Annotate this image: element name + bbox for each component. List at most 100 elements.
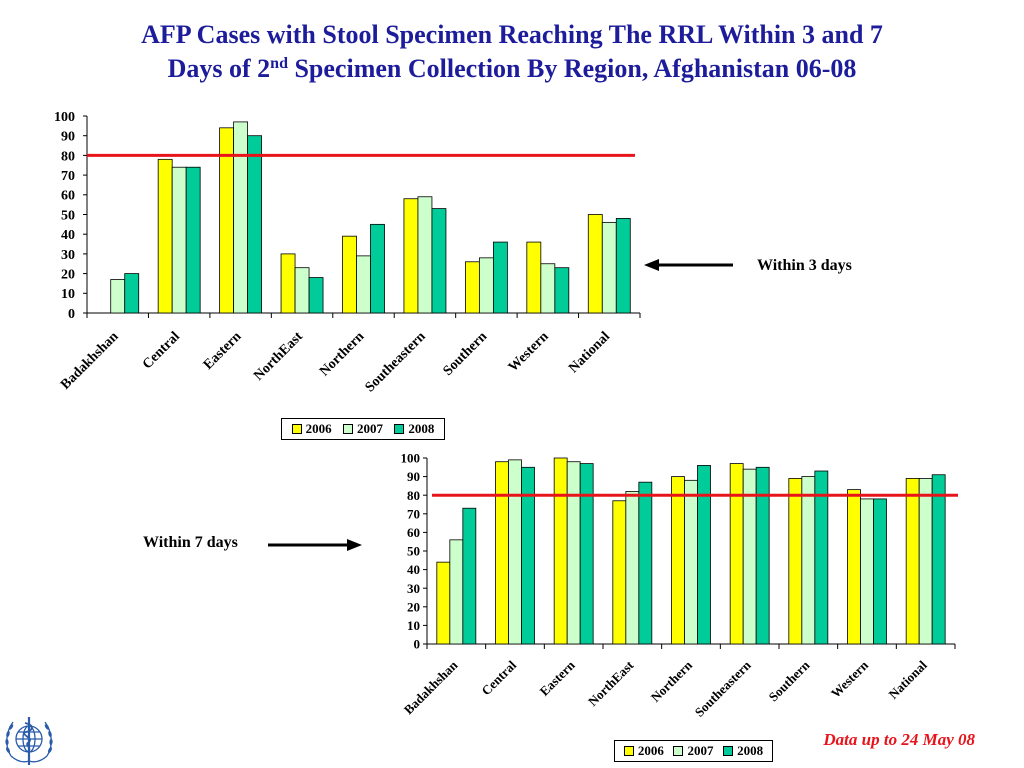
category-label-central: Central (478, 657, 519, 698)
bar-2007-badakhshan (449, 539, 464, 645)
legend-label: 2007 (687, 743, 714, 758)
who-emblem-icon (5, 717, 53, 765)
bar-2006-national (905, 478, 920, 645)
chart-within-3-days: 0 10 20 30 40 50 60 70 80 90 100 Badakhshan Central E… (54, 110, 641, 395)
bar-2008-central (521, 466, 535, 645)
legend-item-2007: 2007 (673, 743, 713, 759)
annotation-within-3-days: Within 3 days (757, 257, 852, 274)
bar-2007-northeast (294, 267, 310, 314)
slide-title: AFP Cases with Stool Specimen Reaching T… (0, 18, 1024, 86)
y-tick-label: 80 (61, 149, 75, 164)
y-tick-label: 20 (407, 599, 420, 614)
bar-2006-badakhshan (436, 561, 451, 645)
bar-2006-eastern (553, 457, 568, 645)
legend-swatch-2008 (394, 424, 405, 434)
y-tick-label: 50 (407, 544, 420, 559)
category-label-southern: Southern (766, 657, 813, 704)
category-label-southeastern: Southeastern (692, 657, 755, 720)
y-tick-label: 0 (68, 307, 75, 322)
y-tick-label: 20 (61, 268, 75, 283)
category-label-western: Western (506, 329, 552, 375)
category-label-northern: Northern (317, 329, 367, 379)
bar-2006-northern (671, 476, 685, 645)
legend-item-2006: 2006 (291, 421, 332, 437)
arrow-left-icon (644, 259, 733, 271)
legend-label: 2007 (356, 421, 383, 436)
y-tick-label: 60 (407, 525, 420, 540)
bar-2006-northeast (280, 253, 296, 314)
y-tick-label: 50 (61, 208, 75, 223)
bar-2006-northern (342, 235, 357, 314)
category-label-western: Western (828, 657, 872, 701)
category-label-northern: Northern (648, 657, 696, 705)
bar-2008-northern (697, 465, 711, 645)
y-tick-label: 100 (54, 110, 75, 125)
bar-2006-western (526, 241, 542, 314)
legend-swatch-2006 (623, 746, 634, 756)
bar-2007-southeastern (417, 196, 433, 314)
legend-swatch-2008 (723, 746, 734, 756)
category-label-eastern: Eastern (537, 657, 579, 699)
bar-2007-northeast (625, 491, 640, 645)
bar-2008-national (615, 218, 631, 314)
y-tick-label: 100 (401, 451, 421, 466)
title-line-2-start: Days of 2 (167, 54, 271, 83)
bar-2006-southern (464, 261, 480, 314)
y-tick-label: 40 (61, 228, 75, 243)
bar-2008-southeastern (755, 466, 770, 645)
bar-2008-western (873, 498, 887, 645)
bar-2006-western (847, 489, 861, 645)
bar-2008-southeastern (431, 208, 447, 314)
legend-swatch-2007 (673, 746, 684, 756)
bar-2006-southeastern (403, 198, 419, 314)
legend-swatch-2007 (342, 424, 353, 434)
bar-2007-central (171, 166, 187, 314)
y-tick-label: 30 (61, 248, 75, 263)
slide-title-line-1: AFP Cases with Stool Specimen Reaching T… (141, 20, 883, 49)
category-label-badakhshan: Badakhshan (401, 657, 461, 717)
bar-2008-badakhshan (462, 507, 477, 645)
bar-2006-national (587, 214, 603, 314)
bar-2006-southern (788, 478, 803, 645)
bar-2008-northeast (308, 277, 324, 314)
category-label-northeast: NorthEast (585, 657, 637, 709)
bar-2006-central (495, 461, 509, 645)
y-tick-label: 70 (407, 506, 420, 521)
bar-2007-eastern (233, 121, 249, 314)
title-superscript: nd (270, 55, 288, 72)
y-tick-label: 70 (61, 169, 75, 184)
footnote-data-date: Data up to 24 May 08 (823, 730, 975, 749)
category-label-badakhshan: Badakhshan (58, 329, 122, 393)
bar-2007-eastern (566, 461, 581, 645)
bar-2007-northern (684, 479, 698, 645)
category-label-northeast: NorthEast (251, 329, 306, 384)
y-tick-label: 90 (407, 469, 420, 484)
bar-2008-badakhshan (124, 273, 140, 314)
legend-label: 2006 (305, 421, 332, 436)
bar-2008-eastern (247, 135, 263, 314)
y-tick-label: 10 (61, 287, 75, 302)
category-label-national: National (885, 657, 930, 702)
legend-item-2008: 2008 (723, 743, 763, 759)
category-label-national: National (566, 329, 613, 376)
slide-title-line-2: Days of 2nd Specimen Collection By Regio… (0, 52, 1024, 86)
bar-2006-central (157, 158, 173, 314)
legend-chart-2: 2006 2007 2008 (614, 740, 773, 762)
category-label-southeastern: Southeastern (363, 329, 429, 395)
y-tick-label: 30 (407, 581, 420, 596)
category-label-central: Central (140, 329, 183, 372)
category-label-eastern: Eastern (201, 329, 245, 373)
legend-swatch-2006 (291, 424, 302, 434)
bar-2008-southern (492, 241, 508, 314)
y-tick-label: 60 (61, 189, 75, 204)
chart-within-7-days: 0 10 20 30 40 50 60 70 80 90 100 Badakhshan Central E… (401, 451, 958, 720)
bar-2007-national (918, 478, 933, 645)
arrow-right-icon (268, 539, 362, 551)
legend-label: 2008 (408, 421, 435, 436)
y-tick-label: 10 (407, 618, 420, 633)
bar-2008-northeast (638, 481, 653, 645)
bar-2008-western (554, 267, 570, 314)
legend-item-2007: 2007 (342, 421, 383, 437)
bar-2007-badakhshan (110, 279, 126, 314)
bar-2007-southern (478, 257, 494, 314)
